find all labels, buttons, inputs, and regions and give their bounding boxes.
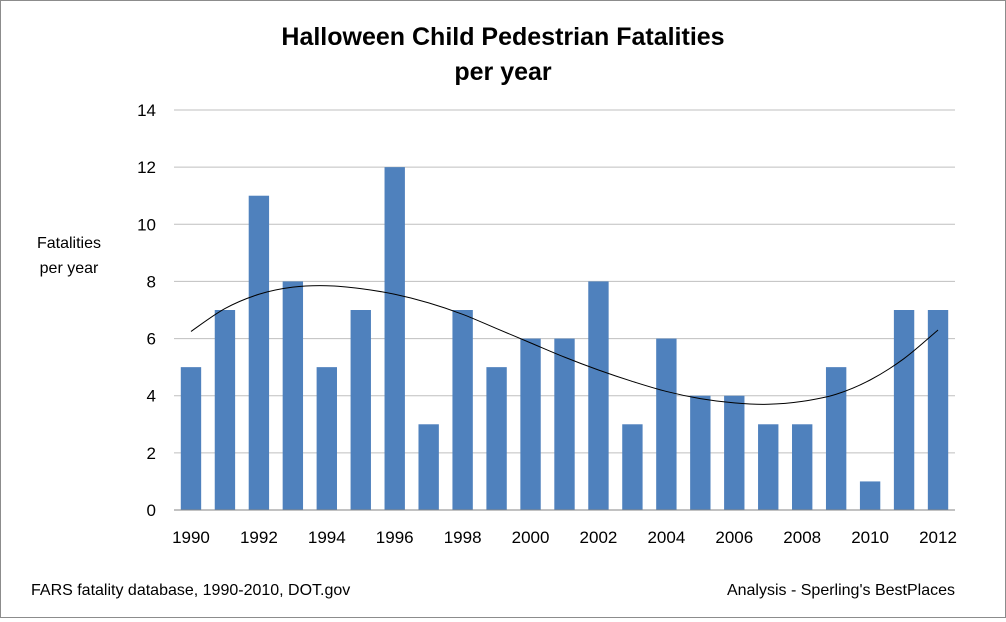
y-axis-title-line-2: per year	[40, 260, 99, 277]
bar-2005	[690, 395, 711, 510]
bar-2004	[656, 338, 677, 510]
x-tick-label: 2004	[647, 528, 685, 547]
x-tick-label: 1998	[444, 528, 482, 547]
bar-2001	[554, 338, 575, 510]
bar-2012	[927, 310, 949, 510]
axes: 0 2 4 6 8 10 12 14 1990 1992 1994 1996 1998 2000 2002 2…	[137, 101, 957, 547]
bars	[180, 167, 949, 510]
bar-1999	[486, 367, 507, 510]
bar-2009	[825, 367, 847, 510]
bar-1995	[350, 310, 371, 510]
bar-2011	[893, 310, 915, 510]
bar-2000	[520, 338, 541, 510]
x-tick-label: 2002	[580, 528, 618, 547]
x-tick-label: 2006	[715, 528, 753, 547]
bar-1992	[248, 195, 270, 510]
x-tick-label: 2008	[783, 528, 821, 547]
bar-2008	[792, 424, 813, 510]
y-tick-label: 0	[147, 501, 156, 520]
x-tick-label: 2000	[512, 528, 550, 547]
bar-1993	[282, 281, 304, 510]
y-tick-label: 12	[137, 158, 156, 177]
x-tick-label: 2012	[919, 528, 957, 547]
trendline-path	[190, 285, 939, 405]
x-tick-label: 2010	[851, 528, 889, 547]
source-note: FARS fatality database, 1990-2010, DOT.g…	[31, 582, 350, 599]
x-tick-label: 1994	[308, 528, 346, 547]
bar-2010	[859, 481, 881, 510]
bar-1996	[384, 167, 405, 510]
chart-title-line-1: Halloween Child Pedestrian Fatalities	[281, 23, 724, 51]
bar-2003	[622, 424, 643, 510]
x-tick-label: 1990	[172, 528, 210, 547]
y-tick-label: 2	[147, 444, 156, 463]
y-axis-title-line-1: Fatalities	[37, 235, 101, 252]
bar-2002	[588, 281, 609, 510]
y-tick-label: 8	[147, 272, 156, 291]
analysis-note: Analysis - Sperling's BestPlaces	[727, 582, 955, 599]
bar-1998	[452, 310, 473, 510]
bar-2007	[758, 424, 779, 510]
bar-1990	[180, 367, 202, 510]
x-tick-label: 1996	[376, 528, 414, 547]
chart-title-line-2: per year	[454, 58, 552, 86]
bar-2006	[724, 395, 745, 510]
y-tick-label: 6	[147, 330, 156, 349]
y-tick-label: 10	[137, 215, 156, 234]
bar-1991	[214, 310, 236, 510]
y-tick-label: 14	[137, 101, 156, 120]
y-tick-label: 4	[147, 387, 156, 406]
bar-1997	[418, 424, 439, 510]
x-tick-label: 1992	[240, 528, 278, 547]
trendline	[190, 285, 939, 405]
bar-1994	[316, 367, 337, 510]
